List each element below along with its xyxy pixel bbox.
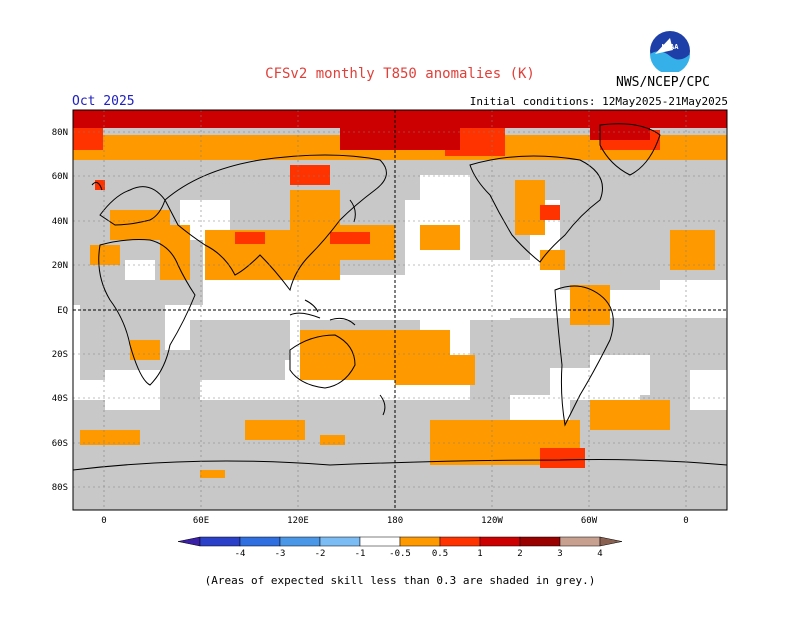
lon-label: 0	[683, 516, 688, 526]
legend-label: -2	[315, 549, 326, 559]
lat-label: 40S	[52, 394, 68, 404]
legend-label: -3	[275, 549, 286, 559]
anomaly-orange	[73, 135, 727, 478]
anomaly-darkred	[73, 110, 727, 150]
initial-conditions: Initial conditions: 12May2025-21May2025	[469, 95, 728, 108]
longitude-labels: 0 60E 120E 180 120W 60W 0	[101, 516, 688, 526]
latitude-labels: 80N 60N 40N 20N EQ 20S 40S 60S 80S	[52, 128, 68, 493]
legend-swatch	[439, 536, 481, 547]
lon-label: 120W	[481, 516, 503, 526]
coastlines	[73, 123, 727, 471]
legend-swatch	[359, 536, 401, 547]
anomaly-red	[73, 128, 660, 468]
lon-label: 180	[387, 516, 403, 526]
forecast-period: Oct 2025	[72, 94, 135, 109]
map-frame	[72, 109, 728, 511]
organization-label: NWS/NCEP/CPC	[616, 75, 710, 90]
equator-dateline	[73, 110, 727, 510]
lat-label: 60S	[52, 439, 68, 449]
lat-label: 80S	[52, 483, 68, 493]
lat-label: 60N	[52, 172, 68, 182]
legend-label: 3	[557, 549, 562, 559]
noaa-logo-icon: NOAA	[650, 31, 690, 72]
lat-label: 40N	[52, 217, 68, 227]
legend-swatch	[177, 536, 201, 547]
color-legend: -4 -3 -2 -1 -0.5 0.5 1 2 3 4	[177, 536, 623, 559]
lat-label: 20S	[52, 350, 68, 360]
legend-swatch	[239, 536, 281, 547]
legend-label: -4	[235, 549, 246, 559]
legend-swatch	[599, 536, 623, 547]
logo-text: NOAA	[662, 43, 680, 51]
lat-label: 80N	[52, 128, 68, 138]
legend-swatch	[479, 536, 521, 547]
legend-label: 0.5	[432, 549, 448, 559]
lon-label: 60W	[581, 516, 598, 526]
lon-label: 60E	[193, 516, 209, 526]
legend-swatch	[559, 536, 601, 547]
legend-swatch	[279, 536, 321, 547]
lon-label: 120E	[287, 516, 309, 526]
legend-swatch	[319, 536, 361, 547]
lat-label: 20N	[52, 261, 68, 271]
legend-label: -1	[355, 549, 366, 559]
legend-label: 2	[517, 549, 522, 559]
lon-label: 0	[101, 516, 106, 526]
legend-label: -0.5	[389, 549, 411, 559]
legend-swatch	[519, 536, 561, 547]
gridlines	[73, 110, 727, 510]
skill-footnote: (Areas of expected skill less than 0.3 a…	[204, 574, 596, 587]
legend-swatch	[199, 536, 241, 547]
legend-label: 4	[597, 549, 602, 559]
legend-label: 1	[477, 549, 482, 559]
lat-label: EQ	[57, 306, 68, 316]
legend-swatch	[399, 536, 441, 547]
map-title: CFSv2 monthly T850 anomalies (K)	[265, 66, 535, 82]
